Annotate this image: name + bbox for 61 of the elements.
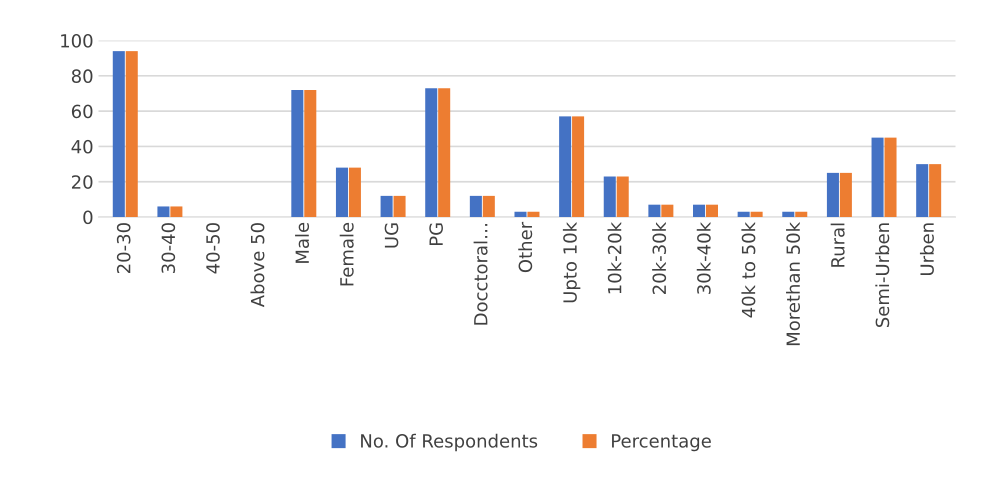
x-tick-label: Morethan 50k <box>786 222 800 346</box>
bar <box>572 116 584 218</box>
bar <box>693 204 706 218</box>
bar <box>616 176 629 218</box>
bar <box>482 196 495 218</box>
legend-label: No. Of Respondents <box>361 434 538 452</box>
bar <box>826 172 839 218</box>
bar <box>872 138 884 218</box>
x-tick-label: Other <box>518 222 532 272</box>
bar <box>929 164 942 218</box>
bar <box>304 90 316 218</box>
x-tick-label: 40k to 50k <box>741 222 756 318</box>
bar <box>884 138 897 218</box>
x-tick-label: Male <box>295 222 310 263</box>
bar <box>394 196 406 218</box>
bar <box>840 172 852 218</box>
x-tick-label: 30k-40k <box>696 222 711 294</box>
x-tick-label: UG <box>384 223 398 248</box>
bar <box>648 204 660 218</box>
bar <box>604 176 616 218</box>
x-tick-label: Above 50 <box>250 223 264 308</box>
x-tick-label: Female <box>340 222 354 286</box>
bar <box>157 206 170 218</box>
bar <box>126 51 138 218</box>
bar <box>336 168 348 218</box>
bar <box>559 116 572 218</box>
bar <box>380 196 393 218</box>
bar <box>348 168 361 218</box>
bar <box>514 212 527 218</box>
x-tick-label: 30-40 <box>161 223 176 273</box>
bar <box>750 212 763 218</box>
y-tick-label: 20 <box>72 175 92 189</box>
bar <box>291 90 304 218</box>
x-tick-label: Rural <box>830 224 845 267</box>
bar <box>738 212 750 218</box>
y-tick-label: 60 <box>72 104 92 118</box>
bar <box>170 206 182 218</box>
x-tick-label: 20-30 <box>116 223 131 274</box>
y-tick-label: 0 <box>83 210 92 224</box>
y-tick-label: 40 <box>72 140 92 154</box>
bar <box>112 51 125 218</box>
x-tick-label: Urben <box>920 223 934 275</box>
x-tick-label: PG <box>429 223 443 245</box>
bar <box>795 212 808 218</box>
bar <box>706 204 718 218</box>
x-tick-label: 10k-20k <box>608 222 622 294</box>
x-tick-label: 20k-30k <box>652 222 666 294</box>
bar <box>916 164 928 218</box>
bar <box>438 88 450 218</box>
x-tick-label: Semi-Urben <box>875 223 890 328</box>
bar <box>661 204 674 218</box>
bar <box>782 212 794 218</box>
bar <box>425 88 438 218</box>
y-tick-label: 80 <box>72 69 92 83</box>
legend-label: Percentage <box>612 434 711 452</box>
x-tick-label: Upto 10k <box>562 222 580 302</box>
bar <box>527 212 540 218</box>
x-tick-label: Docctoral… <box>474 224 488 325</box>
bar <box>470 196 482 218</box>
y-tick-label: 100 <box>61 34 92 48</box>
x-tick-label: 40-50 <box>206 223 220 274</box>
